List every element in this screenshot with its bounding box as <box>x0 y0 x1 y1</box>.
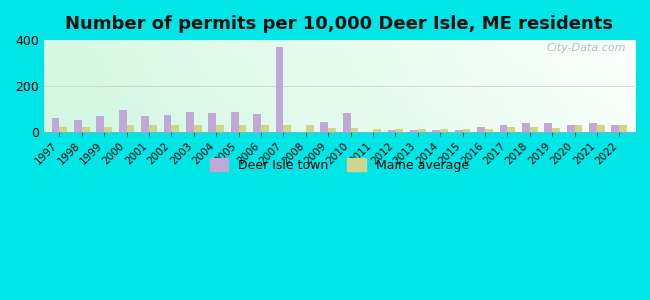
Bar <box>567 125 575 132</box>
Bar <box>387 130 395 132</box>
Legend: Deer Isle town, Maine average: Deer Isle town, Maine average <box>205 153 474 177</box>
Bar <box>149 125 157 132</box>
Bar <box>239 125 246 132</box>
Bar <box>82 127 90 132</box>
Bar <box>194 125 202 132</box>
Bar <box>141 116 149 132</box>
Bar <box>283 125 291 132</box>
Bar <box>589 123 597 132</box>
Bar <box>395 129 403 132</box>
Bar <box>320 122 328 132</box>
Bar <box>216 125 224 132</box>
Bar <box>612 124 619 132</box>
Bar <box>343 113 350 132</box>
Title: Number of permits per 10,000 Deer Isle, ME residents: Number of permits per 10,000 Deer Isle, … <box>66 15 614 33</box>
Bar <box>508 127 515 132</box>
Bar <box>477 127 485 132</box>
Bar <box>231 112 239 132</box>
Bar <box>328 128 336 132</box>
Bar <box>522 123 530 132</box>
Bar <box>485 129 493 132</box>
Bar <box>499 124 508 132</box>
Bar <box>619 125 627 132</box>
Bar <box>350 128 358 132</box>
Bar <box>164 116 172 132</box>
Bar <box>306 125 313 132</box>
Text: City-Data.com: City-Data.com <box>547 43 626 53</box>
Bar <box>597 125 604 132</box>
Bar <box>432 130 440 132</box>
Bar <box>575 125 582 132</box>
Bar <box>544 123 552 132</box>
Bar <box>276 47 283 132</box>
Bar <box>209 113 216 132</box>
Bar <box>440 129 448 132</box>
Bar <box>59 127 67 132</box>
Bar <box>552 128 560 132</box>
Bar <box>172 125 179 132</box>
Bar <box>186 112 194 132</box>
Bar <box>463 129 471 132</box>
Bar <box>373 129 381 132</box>
Bar <box>530 127 538 132</box>
Bar <box>261 125 269 132</box>
Bar <box>418 129 426 132</box>
Bar <box>96 116 104 132</box>
Bar <box>127 125 135 132</box>
Bar <box>410 130 418 132</box>
Bar <box>455 130 463 132</box>
Bar <box>119 110 127 132</box>
Bar <box>253 113 261 132</box>
Bar <box>51 118 59 132</box>
Bar <box>104 127 112 132</box>
Bar <box>74 120 82 132</box>
